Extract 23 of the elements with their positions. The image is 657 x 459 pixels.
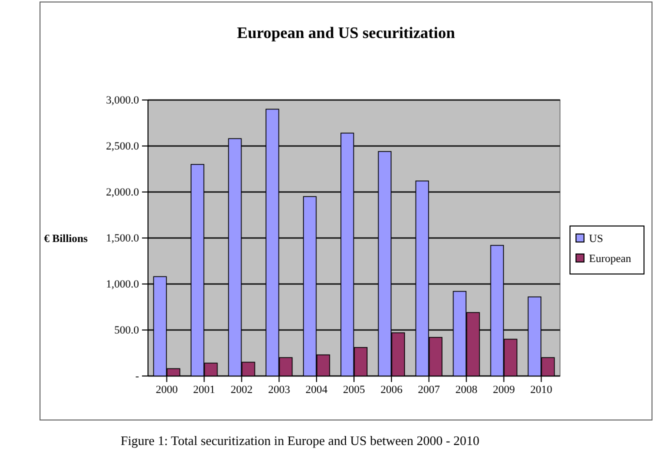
x-tick-label: 2006: [380, 384, 403, 396]
y-tick-label: 3,000.0: [106, 94, 140, 107]
y-tick-label: -: [135, 370, 140, 383]
x-tick-label: 2005: [343, 384, 366, 396]
x-tick-label: 2009: [492, 384, 516, 396]
chart-title: European and US securitization: [237, 25, 456, 42]
x-tick-label: 2002: [230, 384, 253, 396]
x-tick-label: 2004: [306, 384, 328, 396]
y-axis-title: € Billions: [44, 233, 88, 245]
legend-label: European: [589, 253, 632, 265]
y-tick-label: 2,000.0: [106, 186, 140, 199]
legend-label: US: [589, 233, 604, 245]
y-tick-label: 500.0: [114, 324, 140, 337]
x-tick-label: 2008: [455, 384, 478, 396]
y-tick-label: 2,500.0: [106, 140, 140, 153]
caption: Figure 1: Total securitization in Europe and US between 2000 - 2010: [120, 433, 480, 448]
y-tick-label: 1,000.0: [106, 278, 140, 291]
y-tick-label: 1,500.0: [106, 232, 140, 245]
x-tick-label: 2001: [193, 384, 216, 396]
x-tick-label: 2000: [156, 384, 178, 396]
x-tick-label: 2010: [530, 384, 553, 396]
x-tick-label: 2003: [268, 384, 291, 396]
x-tick-label: 2007: [418, 384, 440, 396]
